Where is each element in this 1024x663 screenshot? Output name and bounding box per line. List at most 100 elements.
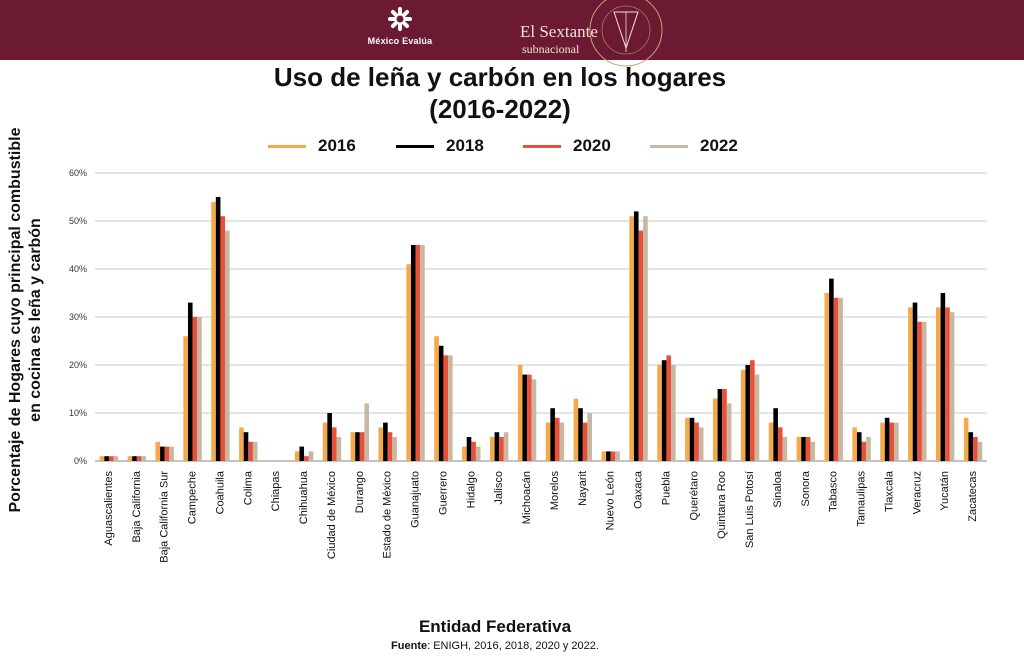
legend-swatch-2020	[523, 145, 561, 148]
bar-2018	[829, 278, 834, 461]
bar-2016	[629, 216, 634, 461]
chart-legend: 2016 2018 2020 2022	[0, 136, 1024, 158]
bar-chart: 0% 10% 20% 30% 40% 50% 60% Aguascalientes Baja C…	[69, 168, 987, 563]
x-tick-label: Aguascalientes	[103, 471, 115, 546]
y-tick-label: 60%	[69, 168, 87, 178]
bar-2018	[494, 432, 500, 461]
bar-2022	[838, 297, 843, 461]
bar-2018	[243, 432, 249, 461]
bar-2016	[657, 365, 662, 461]
bar-2020	[527, 374, 532, 461]
legend-swatch-2022	[650, 145, 688, 148]
bar-2022	[977, 441, 983, 461]
legend-label-2018: 2018	[446, 136, 484, 155]
x-tick-label: Guanajuato	[410, 471, 422, 528]
x-tick-label: Quintana Roo	[716, 471, 728, 539]
bar-2016	[712, 398, 718, 461]
bar-2022	[643, 216, 648, 461]
bar-2018	[438, 345, 444, 461]
bar-2018	[160, 446, 165, 461]
legend-label-2020: 2020	[573, 136, 611, 155]
bar-2022	[448, 355, 453, 461]
x-tick-label: Nayarit	[577, 471, 589, 506]
x-tick-label: Puebla	[660, 470, 672, 505]
bar-2018	[717, 389, 723, 461]
bar-2018	[606, 451, 611, 461]
bar-2022	[392, 437, 397, 461]
x-tick-label: Zacatecas	[967, 471, 979, 522]
bar-2020	[443, 355, 449, 461]
bar-2022	[336, 437, 342, 461]
bar-2018	[801, 437, 806, 461]
y-tick-label: 40%	[69, 264, 87, 274]
bar-2018	[383, 422, 388, 461]
bar-2016	[462, 446, 467, 461]
bar-2022	[615, 451, 620, 461]
bar-2016	[824, 293, 830, 461]
bar-2022	[559, 422, 565, 461]
bar-2022	[894, 422, 899, 461]
bar-2020	[220, 216, 226, 461]
x-tick-label: Nuevo León	[605, 471, 617, 530]
bar-2016	[796, 437, 802, 461]
bar-2018	[466, 437, 472, 461]
brand-left-label: México Evalúa	[367, 36, 433, 46]
bar-2022	[420, 245, 425, 461]
bar-2016	[239, 427, 244, 461]
bar-2020	[136, 456, 142, 461]
x-tick-label: Colima	[242, 470, 254, 505]
x-tick-label: Yucatán	[939, 471, 951, 511]
bar-2018	[104, 456, 109, 461]
bar-2022	[475, 446, 481, 461]
y-tick-label: 20%	[69, 360, 87, 370]
bar-2022	[698, 427, 704, 461]
bar-2016	[155, 441, 161, 461]
x-tick-label: Oaxaca	[633, 470, 645, 509]
bar-2020	[722, 389, 727, 461]
bar-2022	[810, 441, 816, 461]
x-tick-label: Sinaloa	[772, 470, 784, 508]
x-tick-label: Hidalgo	[465, 471, 477, 508]
bar-2020	[638, 230, 644, 461]
x-tick-label: Morelos	[549, 471, 561, 511]
x-tick-label: San Luis Potosí	[744, 471, 756, 548]
snowflake-icon	[388, 7, 412, 31]
bar-2020	[108, 456, 114, 461]
bar-2020	[861, 441, 867, 461]
bar-2022	[949, 312, 955, 461]
bar-2018	[661, 360, 667, 461]
bar-2018	[773, 408, 778, 461]
x-tick-label: Tamaulipas	[856, 471, 868, 527]
bar-2018	[132, 456, 137, 461]
x-tick-label: Tlaxcala	[883, 470, 895, 512]
bar-2016	[322, 422, 328, 461]
bar-2020	[945, 307, 950, 461]
x-tick-label: Baja California	[131, 470, 143, 542]
bar-2020	[415, 245, 421, 461]
x-tick-label: Estado de México	[382, 471, 394, 558]
bar-2020	[833, 297, 839, 461]
bar-2020	[750, 360, 755, 461]
x-tick-label: Veracruz	[911, 471, 923, 514]
bar-2018	[522, 374, 528, 461]
bar-2022	[169, 446, 174, 461]
bar-2016	[545, 422, 551, 461]
chart-title: Uso de leña y carbón en los hogares	[273, 62, 727, 92]
bar-2022	[671, 365, 676, 461]
bar-2016	[573, 398, 579, 461]
x-tick-label: Michoacán	[521, 471, 533, 524]
bar-2020	[387, 432, 393, 461]
bar-2016	[350, 432, 356, 461]
bar-2020	[359, 432, 365, 461]
bar-2018	[745, 365, 751, 461]
bar-2020	[164, 446, 170, 461]
bar-2016	[127, 456, 133, 461]
bar-2018	[327, 413, 332, 461]
bar-2020	[582, 422, 588, 461]
bar-2016	[852, 427, 857, 461]
source-text: : ENIGH, 2016, 2018, 2020 y 2022.	[427, 640, 599, 652]
bar-2020	[554, 417, 560, 461]
bar-2020	[694, 422, 699, 461]
bar-2020	[304, 456, 309, 461]
x-tick-label: Guerrero	[437, 471, 449, 515]
